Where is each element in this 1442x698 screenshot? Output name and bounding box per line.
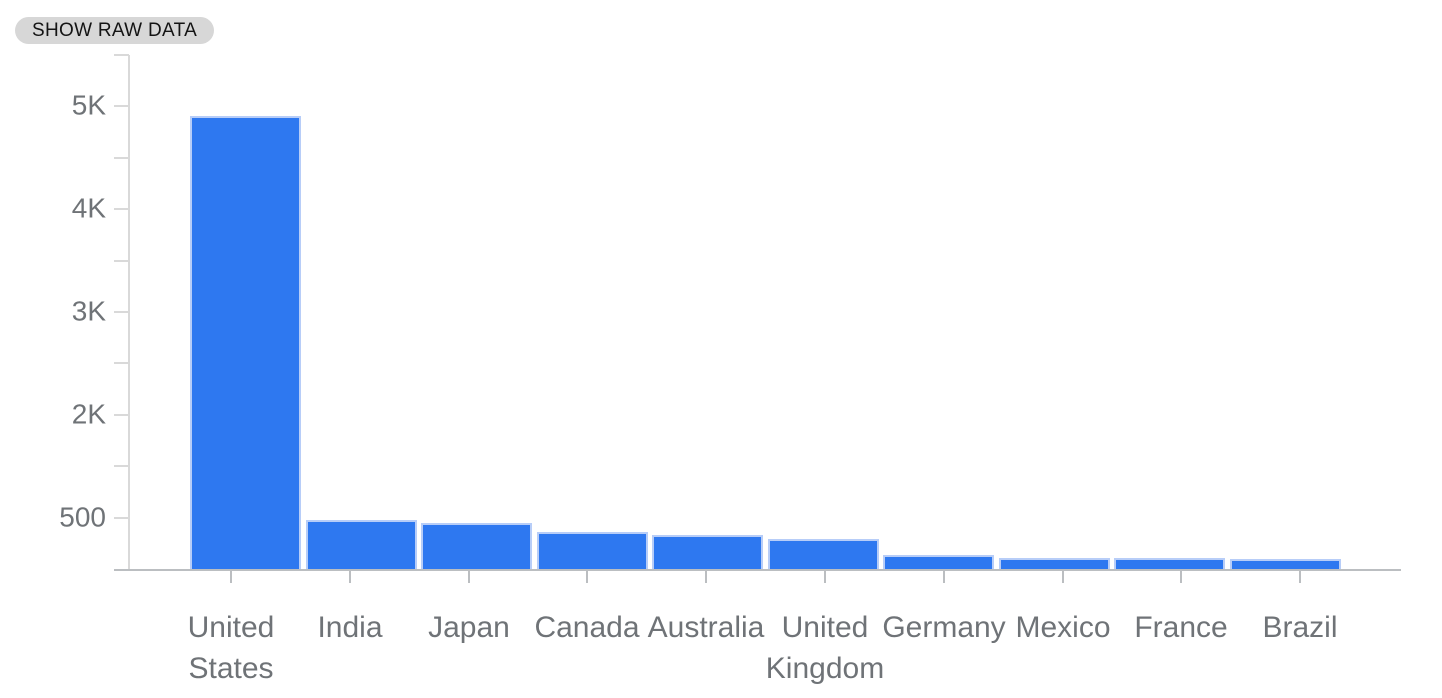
- y-axis-tick: [114, 157, 129, 159]
- x-axis-category-label: Mexico: [1015, 611, 1111, 644]
- x-axis-tick: [1062, 571, 1064, 583]
- x-axis-tick: [586, 571, 588, 583]
- x-axis-category-label: Brazil: [1262, 611, 1338, 644]
- bar-canada[interactable]: [537, 532, 648, 569]
- x-axis-category-label: France: [1134, 611, 1228, 644]
- y-axis-tick-label: 2K: [71, 398, 106, 430]
- show-raw-data-button[interactable]: SHOW RAW DATA: [15, 17, 215, 44]
- x-axis-tick: [705, 571, 707, 583]
- y-axis-tick: [114, 54, 129, 56]
- x-axis-category-label: India: [317, 611, 383, 644]
- y-axis-tick: [114, 517, 129, 519]
- bar-germany[interactable]: [883, 555, 994, 569]
- x-axis-category-label: Japan: [428, 611, 510, 644]
- y-axis-tick-label: 3K: [71, 295, 106, 327]
- x-axis-category-label: United Kingdom: [765, 611, 885, 685]
- y-axis-tick: [114, 105, 129, 107]
- x-axis-tick: [349, 571, 351, 583]
- bar-mexico[interactable]: [999, 558, 1110, 569]
- x-axis-tick: [230, 571, 232, 583]
- x-axis-category-label: Canada: [534, 611, 640, 644]
- bar-united-kingdom[interactable]: [768, 539, 879, 569]
- y-axis-tick: [114, 311, 129, 313]
- x-axis-tick: [943, 571, 945, 583]
- bar-japan[interactable]: [421, 523, 532, 569]
- bar-australia[interactable]: [652, 535, 763, 569]
- x-axis-category-label: Germany: [882, 611, 1006, 644]
- y-axis-tick: [114, 414, 129, 416]
- bar-india[interactable]: [306, 520, 417, 569]
- y-axis-tick: [114, 260, 129, 262]
- x-axis-line: [114, 569, 1401, 571]
- x-axis-tick: [468, 571, 470, 583]
- y-axis-tick-label: 5K: [71, 89, 106, 121]
- y-axis-tick: [114, 362, 129, 364]
- bar-france[interactable]: [1114, 558, 1225, 569]
- y-axis-tick-label: 500: [59, 501, 106, 533]
- x-axis-category-label: United States: [187, 611, 275, 685]
- bar-united-states[interactable]: [190, 116, 301, 569]
- bar-brazil[interactable]: [1230, 559, 1341, 569]
- x-axis-tick: [824, 571, 826, 583]
- y-axis-tick: [114, 208, 129, 210]
- y-axis-tick-label: 4K: [71, 192, 106, 224]
- x-axis-tick: [1180, 571, 1182, 583]
- x-axis-tick: [1299, 571, 1301, 583]
- y-axis-line: [128, 55, 130, 569]
- x-axis-category-label: Australia: [647, 611, 765, 644]
- y-axis-tick: [114, 465, 129, 467]
